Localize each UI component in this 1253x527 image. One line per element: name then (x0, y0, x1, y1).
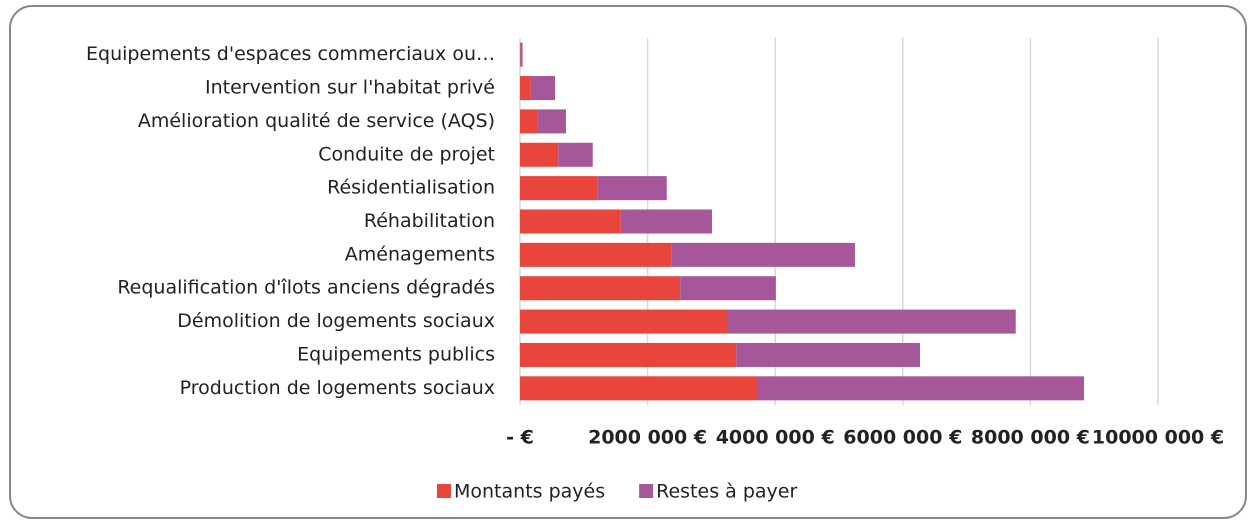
bar-segment (520, 176, 598, 201)
bar-segment (520, 376, 758, 401)
bar-segment (597, 176, 667, 201)
legend-label: Restes à payer (656, 481, 797, 503)
legend-label: Montants payés (454, 481, 605, 503)
bar-segment (520, 309, 728, 334)
bar-segment (520, 76, 531, 101)
bar-segment (558, 142, 593, 167)
y-tick-label: Réhabilitation (364, 210, 495, 232)
bar-segment (757, 376, 1084, 401)
bar-segment (530, 76, 556, 101)
x-tick-label: 8000 000 € (971, 427, 1090, 449)
bar-segment (671, 242, 855, 267)
bar-segment (520, 242, 672, 267)
y-tick-label: Démolition de logements sociaux (177, 310, 495, 332)
legend-swatch (437, 484, 451, 498)
y-tick-label: Equipements publics (297, 343, 495, 365)
y-tick-label: Aménagements (345, 243, 495, 265)
bar-segment (520, 342, 737, 367)
x-tick-label: 4000 000 € (716, 427, 835, 449)
x-tick-label: - € (506, 427, 534, 449)
y-tick-label: Amélioration qualité de service (AQS) (138, 110, 495, 132)
x-tick-label: 6000 000 € (843, 427, 962, 449)
bar-segment (520, 209, 621, 234)
bar-segment (520, 276, 681, 301)
legend-swatch (639, 484, 654, 498)
y-tick-label: Conduite de projet (318, 143, 495, 165)
y-tick-label: Intervention sur l'habitat privé (205, 77, 495, 99)
y-tick-label: Equipements d'espaces commerciaux ou… (86, 43, 495, 65)
bar-segment (620, 209, 713, 234)
bar-segment (520, 109, 538, 134)
bar-segment (537, 109, 566, 134)
x-tick-label: 10000 000 € (1092, 427, 1224, 449)
bar-segment (727, 309, 1016, 334)
bar-segment (680, 276, 776, 301)
bar-segment (736, 342, 921, 367)
y-tick-label: Résidentialisation (327, 177, 495, 199)
bar-segment (520, 42, 523, 67)
y-tick-label: Production de logements sociaux (180, 377, 495, 399)
bar-segment (520, 42, 521, 67)
y-tick-label: Requalification d'îlots anciens dégradés (117, 277, 495, 299)
x-tick-label: 2000 000 € (588, 427, 707, 449)
bar-segment (520, 142, 559, 167)
